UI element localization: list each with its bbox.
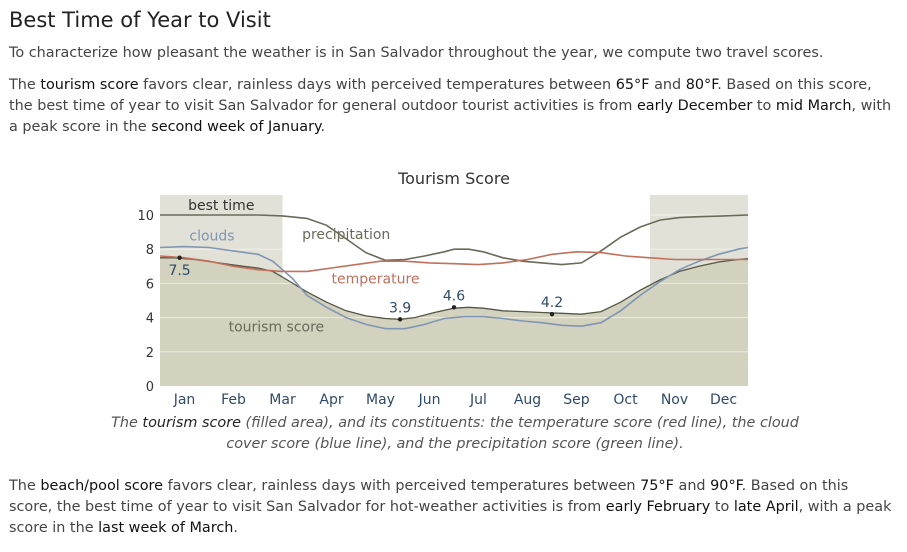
peak-time: second week of January [151,119,321,135]
text-run: and [649,77,686,93]
y-tick-label: 8 [146,243,154,258]
x-tick-label: Aug [514,392,541,408]
annotation-dot [549,311,555,317]
annotation-value: 3.9 [389,300,411,316]
annotation-dot [177,255,182,260]
y-tick-label: 10 [137,209,154,224]
chart-caption: The tourism score (filled area), and its… [100,413,810,455]
chart-title: Tourism Score [397,169,510,188]
temperature-line [159,250,748,273]
temp-min: 65°F [615,77,650,93]
range-end: mid March [775,98,852,114]
precipitation-line [160,214,749,266]
x-tick-label: Nov [661,392,688,408]
text-run: (filled area), and its constituents: the… [226,415,799,452]
series-label-temperature: temperature [332,271,420,287]
range-end: late April [733,499,799,515]
temp-min: 75°F [640,478,674,494]
tourism-paragraph: The tourism score favors clear, rainless… [9,75,894,138]
x-tick-label: Dec [710,392,737,408]
caption-tourism-score: tourism score [142,415,241,431]
text-run: to [710,499,734,515]
annotation-value: 4.2 [541,295,563,311]
y-tick-label: 6 [146,277,154,292]
y-tick-label: 0 [146,380,154,395]
series-label-tourism-score: tourism score [229,319,325,335]
text-run: , with a peak score in the [9,98,892,135]
text-run: The [111,415,143,431]
tourism-score-chart: Tourism Score best time 0 2 4 6 8 10 clouds preci… [137,169,749,408]
x-tick-label: Oct [613,392,638,408]
series-label-precipitation: precipitation [302,227,390,243]
x-tick-label: Jan [173,392,196,408]
text-run: to [752,98,776,114]
y-tick-label: 2 [146,346,154,361]
text-run: The [9,478,41,494]
x-tick-label: Apr [319,392,343,408]
text-run: . [233,520,238,536]
x-tick-label: Feb [221,392,246,408]
series-label-clouds: clouds [189,229,234,245]
text-run: , with a peak score in the [9,499,892,536]
section-title: Best Time of Year to Visit [9,8,271,32]
tourism-score-area [160,257,748,386]
x-tick-label: Jul [469,392,487,408]
text-run: . Based on this score, the best time of … [9,77,872,114]
intro-paragraph: To characterize how pleasant the weather… [9,45,824,61]
annotation-dot [397,317,403,322]
text-run: . [320,119,326,135]
text-run: The [9,77,41,93]
best-time-label: best time [188,198,254,214]
annotation-dot [451,305,457,310]
x-tick-label: May [366,392,395,408]
range-start: early February [605,499,711,515]
temp-max: 80°F [685,77,718,93]
x-tick-label: Jun [418,392,441,408]
beach-score-term: beach/pool score [40,478,164,494]
y-tick-label: 4 [146,312,154,327]
annotation-value: 7.5 [168,263,190,279]
temp-max: 90°F [710,478,742,494]
text-run: . Based on this score, the best time of … [9,478,849,515]
text-run: favors clear, rainless days with perceiv… [163,478,641,494]
peak-time: last week of March [98,520,234,536]
tourism-score-term: tourism score [40,77,139,93]
text-run: favors clear, rainless days with perceiv… [138,77,616,93]
beach-paragraph: The beach/pool score favors clear, rainl… [9,476,894,539]
range-start: early December [636,98,753,114]
x-tick-label: Sep [563,392,590,408]
clouds-line [159,245,749,330]
x-tick-label: Mar [269,392,296,408]
text-run: and [673,478,711,494]
annotation-value: 4.6 [443,288,465,304]
